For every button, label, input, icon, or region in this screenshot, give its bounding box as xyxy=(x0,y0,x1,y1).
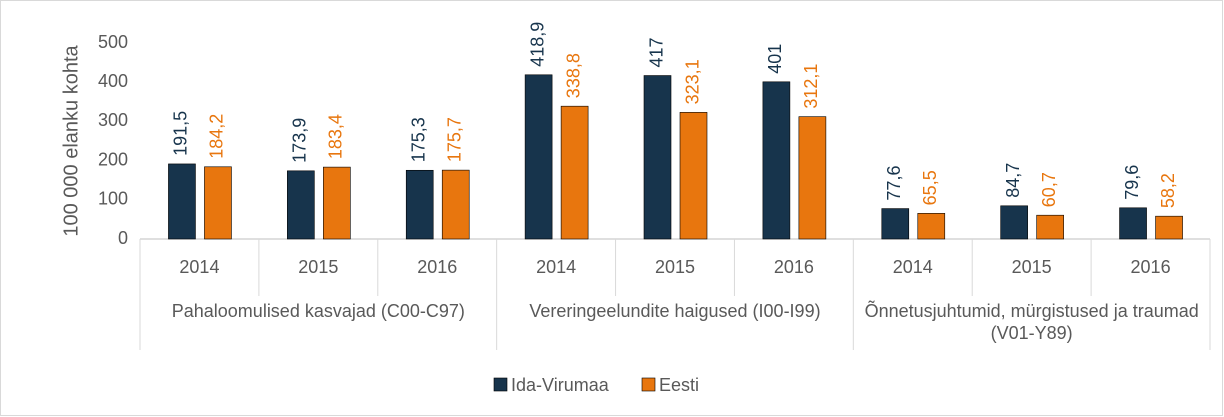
bar xyxy=(881,208,910,240)
value-label: 60,7 xyxy=(1039,172,1059,207)
y-tick-label: 400 xyxy=(98,71,128,91)
x-tick-label: 2016 xyxy=(1131,257,1171,277)
bar xyxy=(1036,214,1064,240)
bar xyxy=(405,169,434,240)
legend-swatch xyxy=(641,377,656,392)
y-axis-title: 100 000 elanku kohta xyxy=(60,44,82,236)
value-label: 79,6 xyxy=(1122,165,1142,200)
x-tick-label: 2014 xyxy=(536,257,576,277)
value-label: 401 xyxy=(765,44,785,74)
value-label: 183,4 xyxy=(326,114,346,159)
bar xyxy=(1000,205,1028,240)
x-tick-label: 2015 xyxy=(298,257,338,277)
value-label: 175,3 xyxy=(408,117,428,162)
value-label: 323,1 xyxy=(682,59,702,104)
bar xyxy=(679,112,708,240)
bar xyxy=(323,166,351,240)
x-tick-label: 2014 xyxy=(179,257,219,277)
x-tick-label: 2016 xyxy=(417,257,457,277)
bar xyxy=(287,170,315,240)
value-label: 184,2 xyxy=(207,114,227,159)
bar xyxy=(441,169,470,240)
legend-label: Ida-Virumaa xyxy=(511,375,610,395)
bar xyxy=(1155,215,1183,240)
x-tick-label: 2015 xyxy=(1012,257,1052,277)
bar xyxy=(560,105,589,240)
group-label: Vereringeelundite haigused (I00-I99) xyxy=(529,301,821,321)
bar xyxy=(168,163,196,240)
y-tick-label: 0 xyxy=(118,228,128,248)
value-label: 173,9 xyxy=(290,118,310,163)
value-label: 65,5 xyxy=(920,170,940,205)
group-label: Õnnetusjuhtumid, mürgistused ja traumad … xyxy=(864,301,1199,343)
y-tick-label: 200 xyxy=(98,149,128,169)
value-label: 58,2 xyxy=(1158,173,1178,208)
value-label: 417 xyxy=(646,37,666,67)
x-tick-label: 2014 xyxy=(893,257,933,277)
y-tick-label: 100 xyxy=(98,189,128,209)
value-label: 77,6 xyxy=(884,166,904,201)
bar xyxy=(798,116,827,240)
x-tick-label: 2016 xyxy=(774,257,814,277)
group-label: Pahaloomulised kasvajad (C00-C97) xyxy=(171,301,465,321)
legend-swatch xyxy=(493,377,508,392)
bar xyxy=(917,213,946,240)
y-tick-label: 500 xyxy=(98,32,128,52)
bar xyxy=(643,75,672,240)
value-label: 312,1 xyxy=(801,64,821,109)
value-label: 175,7 xyxy=(444,117,464,162)
x-tick-label: 2015 xyxy=(655,257,695,277)
value-label: 191,5 xyxy=(171,111,191,156)
bar xyxy=(762,81,791,240)
value-label: 338,8 xyxy=(563,53,583,98)
bar xyxy=(1119,207,1147,240)
bar xyxy=(204,166,232,240)
legend-label: Eesti xyxy=(659,375,699,395)
y-tick-label: 300 xyxy=(98,110,128,130)
bar xyxy=(524,74,553,240)
value-label: 84,7 xyxy=(1003,163,1023,198)
value-label: 418,9 xyxy=(527,22,547,67)
